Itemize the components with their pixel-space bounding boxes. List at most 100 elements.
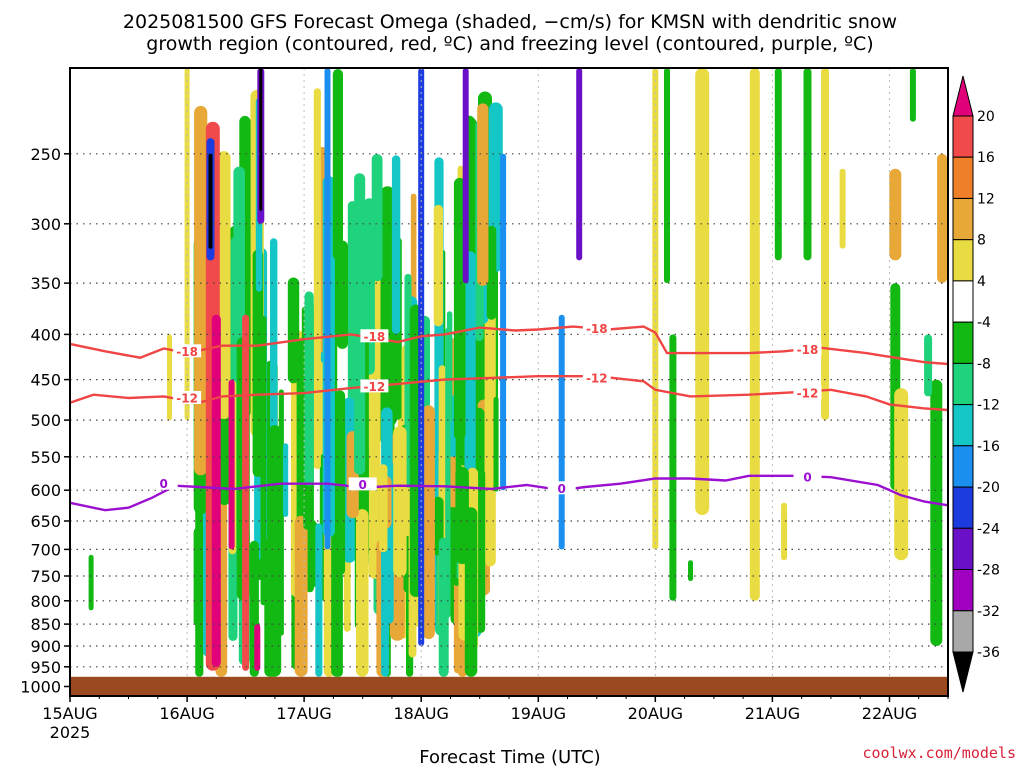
contour-layer: -18 -18 -18 -18 -12 -12 -12 -12 0 0 0 0 (69, 321, 949, 512)
omega-streak (486, 225, 497, 320)
y-tick-label: 850 (30, 615, 61, 634)
omega-cell (894, 388, 909, 561)
y-tick-label: 950 (30, 658, 61, 677)
x-tick-label: 15AUG (42, 704, 97, 723)
y-tick-label: 800 (30, 592, 61, 611)
colorbar-label: -24 (977, 521, 1000, 537)
omega-cell (688, 560, 693, 582)
y-tick-label: 550 (30, 448, 61, 467)
colorbar-swatch (952, 610, 974, 653)
y-tick-label: 350 (30, 274, 61, 293)
colorbar-label: 12 (977, 192, 995, 208)
colorbar-swatch (952, 527, 974, 570)
omega-cell (781, 502, 788, 561)
colorbar-swatch (952, 362, 974, 406)
omega-streak (294, 515, 308, 677)
y-tick-label: 450 (30, 371, 61, 390)
omega-negative-core (324, 68, 331, 550)
omega-streak (446, 311, 453, 422)
omega-streak (438, 537, 449, 677)
colorbar-label: -20 (977, 480, 1000, 496)
omega-streak (335, 390, 346, 576)
omega-streak (354, 173, 366, 475)
contour-label: -18 (176, 345, 198, 359)
omega-cell (184, 68, 190, 421)
omega-streak (264, 538, 276, 677)
colorbar-swatch (952, 239, 974, 282)
x-tick-label: 21AUG (745, 704, 800, 723)
omega-cell (664, 68, 670, 284)
omega-cell (821, 68, 830, 421)
omega-negative-core (558, 314, 565, 550)
omega-streak (379, 464, 388, 553)
omega-streak (267, 425, 283, 564)
contour-label-bg (173, 344, 202, 358)
contour-label-bg (360, 379, 389, 393)
colorbar-label: -8 (977, 356, 991, 372)
omega-streak (332, 69, 343, 260)
omega-streak (395, 493, 403, 541)
contour-label-bg (360, 329, 389, 343)
colorbar-label: -28 (977, 563, 1000, 579)
colorbar-label: -12 (977, 398, 1000, 414)
omega-cell (88, 554, 94, 611)
contour-label: 0 (359, 478, 367, 492)
omega-streak (287, 277, 300, 384)
colorbar-bottom-arrow (952, 651, 974, 693)
x-tick-label: 16AUG (159, 704, 214, 723)
omega-cell (774, 68, 782, 261)
omega-streak (484, 287, 496, 567)
colorbar-swatch (952, 404, 974, 447)
contour-label: -18 (586, 322, 608, 336)
omega-cell (889, 168, 902, 261)
contour-label-bg (582, 370, 611, 384)
omega-negative-core (500, 153, 507, 491)
omega-streak (260, 316, 267, 606)
x-axis-label: Forecast Time (UTC) (419, 747, 600, 768)
omega-streak (194, 105, 208, 476)
contour-label: 0 (160, 477, 168, 491)
contour-label-bg (348, 477, 377, 491)
omega-cell (909, 68, 916, 122)
omega-streak (356, 509, 369, 677)
colorbar-swatch (952, 115, 974, 158)
colorbar-swatch (952, 321, 974, 364)
omega-streak (315, 361, 324, 456)
chart-title-line-2: growth region (contoured, red, ºC) and f… (146, 33, 873, 55)
omega-cell (749, 68, 760, 601)
omega-streak (391, 155, 401, 334)
y-tick-label: 250 (30, 145, 61, 164)
y-tick-label: 900 (30, 637, 61, 656)
omega-cell (803, 68, 812, 261)
x-tick-label: 20AUG (628, 704, 683, 723)
x-tick-label: 18AUG (393, 704, 448, 723)
colorbar-label: -16 (977, 439, 1000, 455)
x-tick-label: 17AUG (276, 704, 331, 723)
colorbar-label: -4 (977, 315, 991, 331)
y-tick-label: 300 (30, 215, 61, 234)
y-axis-ticks: 250 300 350 400 450 500 550 600 650 700 750 800 850 9… (20, 145, 70, 697)
omega-negative-core (208, 153, 213, 249)
omega-cell (937, 153, 948, 284)
colorbar-swatch (952, 198, 974, 241)
omega-cell (839, 168, 846, 249)
contour-label-bg (793, 342, 822, 356)
omega-negative-core (259, 68, 263, 211)
colorbar-label: 8 (977, 233, 986, 249)
omega-cell (695, 68, 710, 515)
y-tick-label: 1000 (20, 678, 61, 697)
omega-streak (315, 523, 323, 677)
omega-streak (304, 291, 314, 486)
omega-cell (930, 379, 943, 646)
omega-streak (477, 103, 489, 286)
colorbar-label: -36 (977, 645, 1000, 661)
omega-streak (455, 466, 469, 565)
colorbar-label: 4 (977, 274, 986, 290)
omega-streak (336, 240, 348, 349)
contour-label-bg (793, 386, 822, 400)
x-tick-year: 2025 (50, 723, 91, 742)
contour-label: -12 (797, 387, 819, 401)
omega-negative-core (462, 68, 469, 284)
